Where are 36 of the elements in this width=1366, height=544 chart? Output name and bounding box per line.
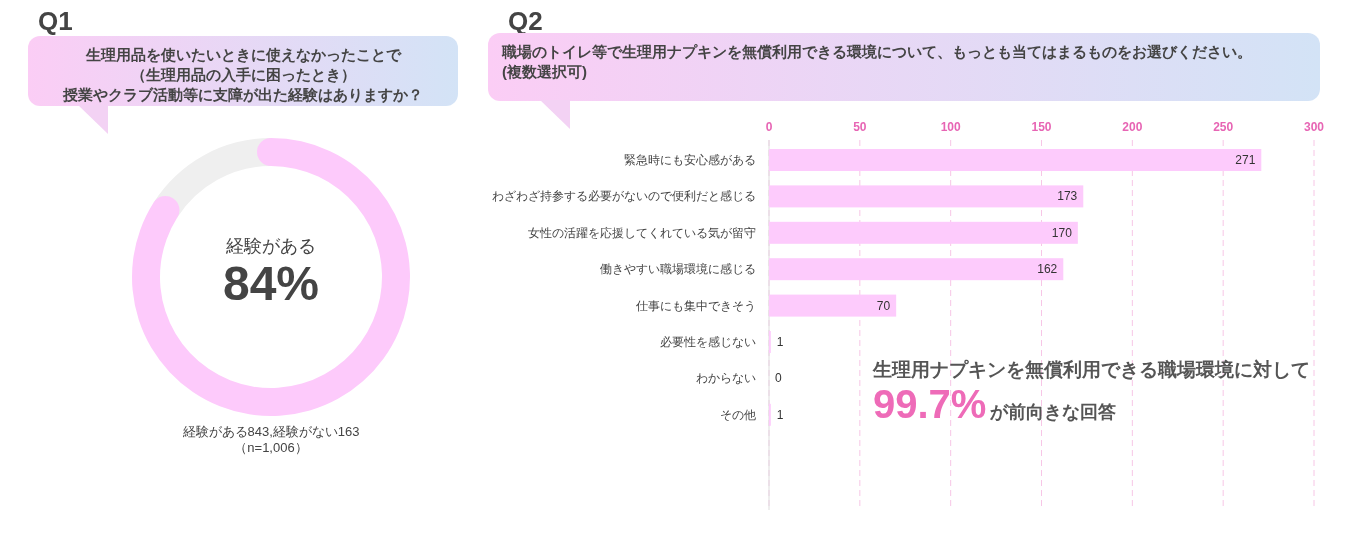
text: （生理用品の入手に困ったとき）	[130, 66, 356, 83]
y-tick-label: その他	[720, 407, 756, 422]
data-label: 70	[876, 298, 891, 313]
chart-subtitle: 生理用品を使いたいときに使えなかったことで	[84, 46, 402, 63]
x-tick-label: 200	[1122, 120, 1143, 134]
y-tick-label: わざわざ持参する必要がないので便利だと感じる	[492, 189, 756, 204]
text: 授業やクラブ活動等に支障が出た経験はありますか？	[62, 86, 423, 104]
y-tick-label: 女性の活躍を応援してくれている気が留守	[528, 225, 756, 240]
y-tick-label: 必要性を感じない	[660, 335, 756, 349]
data-label: 1	[776, 335, 784, 349]
y-tick-label: 働きやすい職場環境に感じる	[600, 262, 756, 277]
text: 経験がある	[225, 236, 316, 256]
y-tick-label: 緊急時にも安心感がある	[624, 153, 756, 167]
text: Q2	[508, 6, 543, 36]
annotation: 生理用ナプキンを無償利用できる職場環境に対して	[872, 359, 1310, 380]
annotation: が前向きな回答	[989, 402, 1117, 422]
text: 経験がある843,経験がない163	[181, 424, 360, 439]
x-tick-label: 50	[853, 120, 867, 134]
data-label: 173	[1057, 189, 1078, 204]
data-label: 1	[776, 407, 784, 422]
annotation: 99.7%	[873, 382, 987, 426]
x-tick-label: 250	[1213, 120, 1234, 134]
y-tick-label: わからない	[696, 371, 756, 386]
chart-subtitle: 職場のトイレ等で生理用ナプキンを無償利用できる環境について、もっとも当てはまるものをお選びください。 (複数選択可)	[501, 43, 1252, 80]
y-tick-label: 仕事にも集中できそう	[635, 298, 756, 313]
data-label: 170	[1051, 225, 1073, 240]
text: （n=1,006）	[234, 440, 308, 455]
x-tick-label: 300	[1303, 120, 1325, 134]
x-tick-label: 100	[940, 120, 961, 134]
x-tick-label: 0	[765, 120, 773, 134]
chart-title: Q1	[38, 6, 73, 36]
data-label: 162	[1037, 262, 1058, 277]
data-label: 0	[775, 371, 782, 386]
data-label: 271	[1235, 153, 1256, 167]
text: 84%	[222, 257, 320, 310]
x-tick-label: 150	[1031, 120, 1052, 134]
